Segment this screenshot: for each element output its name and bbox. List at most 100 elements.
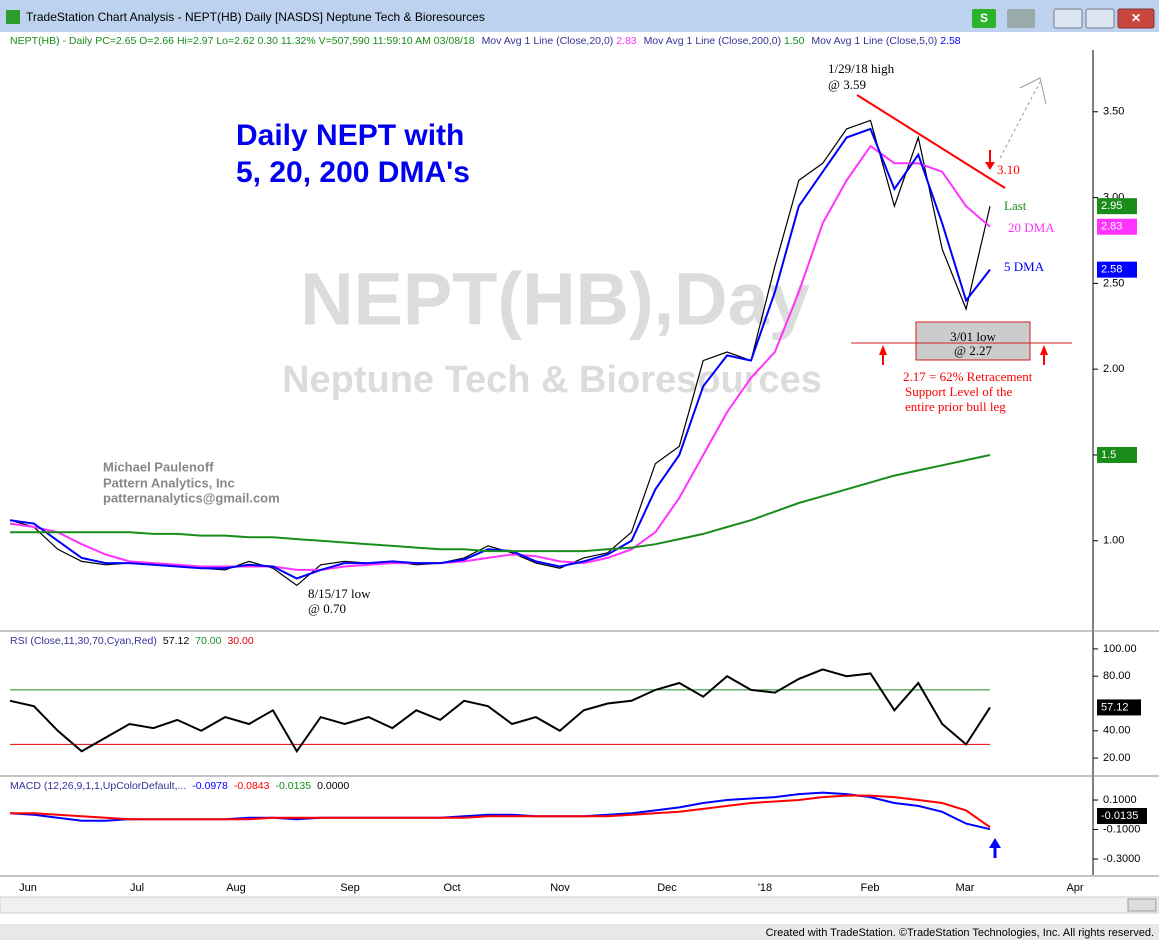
status-field: V=507,590 [319, 35, 370, 47]
y-tick-label: 1.00 [1103, 535, 1124, 547]
value-tag [1097, 446, 1137, 463]
value-tag-label: -0.0135 [1101, 810, 1138, 822]
y-tick-label: -0.1000 [1103, 823, 1140, 835]
close-glyph: ✕ [1131, 11, 1141, 25]
level-value: 30.00 [227, 635, 253, 647]
x-tick-label: Oct [443, 882, 460, 894]
indicator-name: Mov Avg 1 Line (Close,200,0) [644, 35, 782, 47]
y-tick-label: 20.00 [1103, 752, 1131, 764]
value-tag [1097, 198, 1137, 215]
indicator-value: 57.12 [163, 635, 189, 647]
indicator-name: Mov Avg 1 Line (Close,5,0) [811, 35, 937, 47]
author: Pattern Analytics, Inc [103, 475, 235, 490]
indicator-value: -0.0135 [276, 780, 312, 792]
indicator-value: 0.0000 [317, 780, 349, 792]
indicator-name: RSI (Close,11,30,70,Cyan,Red) [10, 635, 157, 647]
status-line: NEPT(HB) - Daily PC=2.65 O=2.66 Hi=2.97 … [10, 35, 961, 47]
maximize-button[interactable] [1085, 8, 1115, 29]
x-tick-label: Feb [861, 882, 880, 894]
status-field: 0.30 [258, 35, 279, 47]
status-field: 11.32% [281, 35, 316, 47]
y-tick-label: 80.00 [1103, 670, 1131, 682]
strategy-button-label[interactable]: S [980, 11, 988, 25]
x-tick-label: Jun [19, 882, 37, 894]
symbol: NEPT(HB) - Daily [10, 35, 93, 47]
series-line [9, 144, 991, 571]
low-box [915, 321, 1031, 361]
value-tag [1097, 261, 1137, 278]
y-tick-label: 100.00 [1103, 643, 1137, 655]
x-tick-label: Aug [226, 882, 246, 894]
status-field: Lo=2.62 [216, 35, 254, 47]
value-tag-label: 57.12 [1101, 701, 1129, 713]
last-label: Last [1004, 198, 1027, 213]
author: patternanalytics@gmail.com [103, 490, 280, 505]
status-field: PC=2.65 [95, 35, 136, 47]
y-tick-label: 2.00 [1103, 363, 1124, 375]
app-icon [6, 10, 20, 24]
target-label: 3.10 [997, 162, 1020, 177]
x-tick-label: Dec [657, 882, 677, 894]
value-tag-label: 2.95 [1101, 200, 1122, 212]
value-tag [1097, 808, 1147, 824]
status-field: Hi=2.97 [177, 35, 214, 47]
indicator-value: 2.83 [616, 35, 637, 47]
x-tick-label: Sep [340, 882, 360, 894]
y-tick-label: 3.50 [1103, 106, 1124, 118]
window-title: TradeStation Chart Analysis - NEPT(HB) D… [26, 10, 485, 24]
indicator-value: -0.0843 [234, 780, 270, 792]
author: Michael Paulenoff [103, 459, 214, 474]
status-field: 03/08/18 [434, 35, 475, 47]
indicator-value: 1.50 [784, 35, 805, 47]
indicator-status: MACD (12,26,9,1,1,UpColorDefault,... -0.0… [10, 780, 349, 792]
headline: 5, 20, 200 DMA's [236, 156, 470, 189]
low-note: @ 2.27 [954, 343, 992, 358]
indicator-name: MACD (12,26,9,1,1,UpColorDefault,... [10, 780, 186, 792]
dma20-label: 20 DMA [1008, 220, 1055, 235]
retracement-note: Support Level of the [905, 384, 1012, 399]
value-tag-label: 2.58 [1101, 264, 1122, 276]
x-tick-label: '18 [758, 882, 772, 894]
arrow-up [989, 838, 1001, 848]
title-bar [0, 0, 1159, 32]
trendline [856, 94, 1006, 189]
projection [999, 81, 1041, 159]
value-tag [1097, 218, 1137, 235]
retracement-note: 2.17 = 62% Retracement [903, 369, 1033, 384]
series-line [10, 454, 991, 553]
menu-button[interactable] [1007, 9, 1035, 28]
close-button[interactable] [1117, 8, 1155, 29]
series-line [9, 668, 991, 754]
level-value: 70.00 [195, 635, 221, 647]
low-note: 3/01 low [950, 329, 996, 344]
y-tick-label: -0.3000 [1103, 853, 1140, 865]
minimize-button[interactable] [1053, 8, 1083, 29]
y-tick-label: 40.00 [1103, 725, 1131, 737]
dma5-label: 5 DMA [1004, 259, 1045, 274]
headline: Daily NEPT with [236, 119, 464, 152]
indicator-value: 2.58 [940, 35, 961, 47]
status-field: O=2.66 [139, 35, 174, 47]
footer: Created with TradeStation. ©TradeStation… [766, 927, 1154, 939]
y-tick-label: 2.50 [1103, 277, 1124, 289]
scrollbar[interactable] [0, 896, 1159, 914]
arrow-head [985, 162, 995, 170]
strategy-button[interactable] [972, 9, 996, 28]
projection-head [1019, 77, 1047, 105]
x-tick-label: Nov [550, 882, 570, 894]
value-tag-label: 2.83 [1101, 221, 1122, 233]
chart-area [0, 32, 1159, 908]
footer-bar [0, 924, 1159, 940]
x-tick-label: Mar [956, 882, 975, 894]
status-field: 11:59:10 AM [373, 35, 431, 47]
value-tag [1097, 699, 1141, 716]
watermark-symbol: NEPT(HB),Day [300, 258, 810, 341]
indicator-name: Mov Avg 1 Line (Close,20,0) [482, 35, 614, 47]
aug-low-note: 8/15/17 low [308, 586, 371, 601]
scroll-thumb[interactable] [1127, 898, 1157, 912]
y-tick-label: 0.1000 [1103, 794, 1137, 806]
x-tick-label: Apr [1066, 882, 1083, 894]
aug-low-note: @ 0.70 [308, 601, 346, 616]
